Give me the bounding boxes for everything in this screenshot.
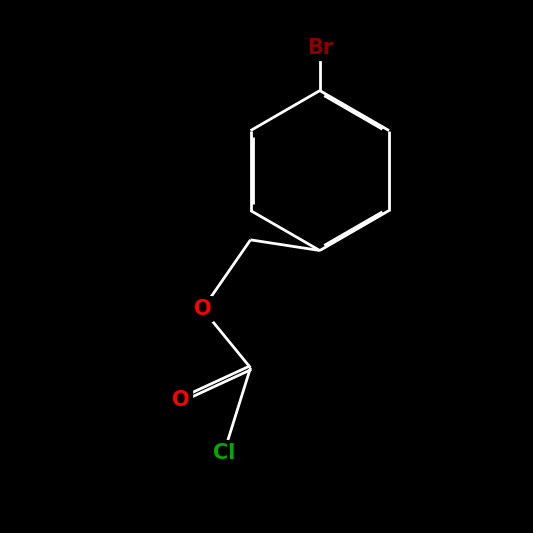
Text: Br: Br xyxy=(306,38,333,58)
Text: Cl: Cl xyxy=(213,443,235,463)
Text: O: O xyxy=(172,390,190,410)
Text: O: O xyxy=(193,299,212,319)
